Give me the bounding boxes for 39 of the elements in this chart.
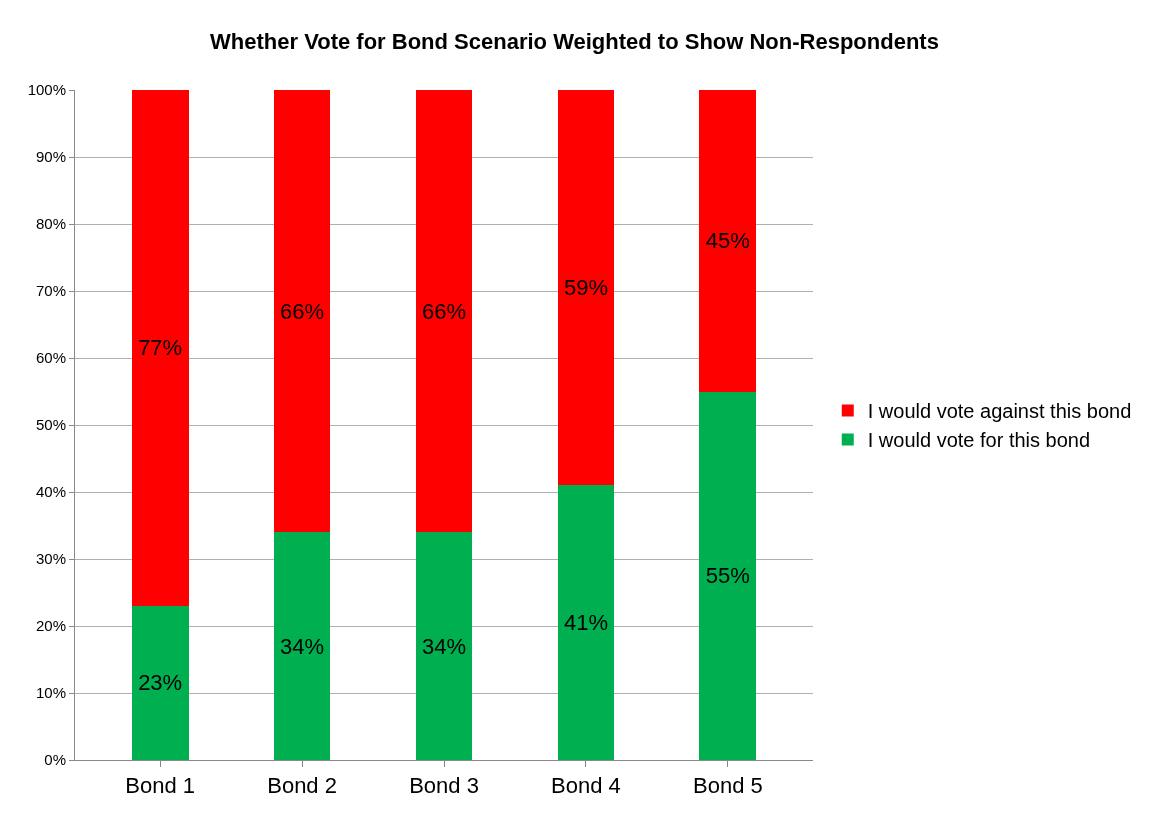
- data-label: 45%: [705, 228, 750, 254]
- bar: [415, 90, 473, 533]
- y-tick-label: 50%: [35, 416, 66, 434]
- y-tick-label: 70%: [35, 282, 66, 300]
- y-tick-label: 90%: [35, 148, 66, 166]
- y-tick-label: 40%: [35, 483, 66, 501]
- data-label: 66%: [280, 298, 325, 324]
- data-label: 34%: [280, 633, 325, 659]
- data-label: 77%: [138, 335, 183, 361]
- y-tick-label: 20%: [35, 617, 66, 635]
- x-tick-label: Bond 2: [267, 773, 337, 799]
- y-tick-label: 100%: [27, 81, 66, 99]
- data-label: 34%: [421, 633, 467, 659]
- x-tick-label: Bond 1: [125, 773, 196, 799]
- bar: [273, 90, 331, 533]
- data-label: 23%: [138, 670, 183, 696]
- y-tick-label: 30%: [35, 550, 66, 568]
- y-tick-label: 0%: [44, 751, 66, 769]
- bar: [273, 532, 331, 760]
- chart-title: Whether Vote for Bond Scenario Weighted to Show Non-Respondents: [210, 28, 939, 54]
- bar: [557, 485, 615, 760]
- y-tick-label: 60%: [35, 349, 66, 367]
- bar: [557, 90, 615, 486]
- y-tick-label: 10%: [35, 684, 66, 702]
- data-label: 66%: [421, 298, 467, 324]
- bar: [699, 90, 757, 392]
- legend-label: I would vote for this bond: [867, 429, 1091, 452]
- bar: [415, 532, 473, 760]
- data-label: 59%: [563, 275, 608, 301]
- y-tick-label: 80%: [35, 215, 66, 233]
- data-label: 55%: [705, 563, 750, 589]
- data-label: 41%: [563, 610, 608, 636]
- x-tick-label: Bond 3: [409, 773, 479, 799]
- bar: [131, 90, 189, 606]
- bar: [699, 391, 757, 760]
- x-tick-label: Bond 5: [692, 773, 763, 799]
- bar: [131, 605, 189, 760]
- x-tick-label: Bond 4: [551, 773, 621, 799]
- legend-label: I would vote against this bond: [867, 400, 1132, 423]
